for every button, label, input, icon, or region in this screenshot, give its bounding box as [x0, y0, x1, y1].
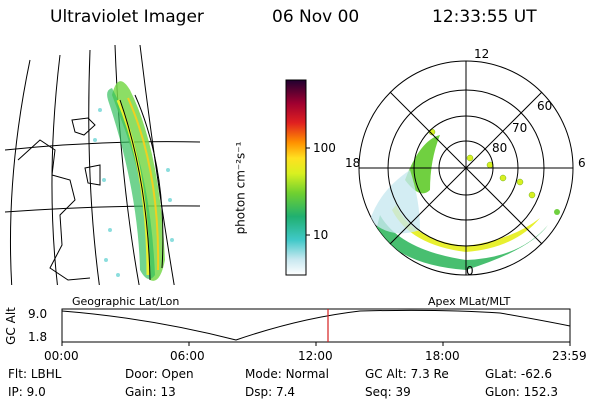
lat-label-80: 80 [492, 141, 508, 155]
info-ip: IP: 9.0 [8, 385, 46, 399]
info-mode: Mode: Normal [245, 367, 329, 381]
info-gcalt: GC Alt: 7.3 Re [365, 367, 449, 381]
alt-ytick-9: 9.0 [28, 307, 48, 321]
polar-plot [358, 60, 574, 276]
alt-ylabel: GC Alt [3, 307, 18, 345]
instrument-title: Ultraviolet Imager [50, 7, 204, 27]
mlt-label-12: 12 [474, 47, 490, 61]
colorbar-unit-label: photon cm⁻²s⁻¹ [233, 141, 248, 235]
mlt-label-0: 0 [466, 264, 474, 278]
alt-xtick-4: 23:59 [552, 349, 587, 363]
colorbar [285, 79, 307, 276]
alt-xtick-0: 00:00 [44, 349, 79, 363]
mlt-label-6: 6 [578, 156, 586, 170]
info-flt: Flt: LBHL [8, 367, 62, 381]
alt-xtick-3: 18:00 [425, 349, 460, 363]
date-label: 06 Nov 00 [272, 7, 360, 27]
mlt-label-18: 18 [345, 156, 361, 170]
colorbar-tick-100: 100 [313, 141, 336, 155]
lat-label-70: 70 [512, 121, 528, 135]
time-label: 12:33:55 UT [432, 7, 537, 27]
lat-label-60: 60 [537, 99, 553, 113]
info-seq: Seq: 39 [365, 385, 411, 399]
colorbar-tick-10: 10 [313, 228, 329, 242]
geo-panel-label: Geographic Lat/Lon [72, 295, 180, 308]
alt-ytick-1: 1.8 [28, 330, 48, 344]
altitude-plot [61, 308, 571, 346]
alt-xtick-1: 06:00 [170, 349, 205, 363]
polar-panel-label: Apex MLat/MLT [428, 295, 511, 308]
geographic-map [5, 44, 201, 285]
info-dsp: Dsp: 7.4 [245, 385, 296, 399]
info-glon: GLon: 152.3 [485, 385, 558, 399]
info-door: Door: Open [125, 367, 194, 381]
alt-xtick-2: 12:00 [298, 349, 333, 363]
info-glat: GLat: -62.6 [485, 367, 552, 381]
info-gain: Gain: 13 [125, 385, 176, 399]
